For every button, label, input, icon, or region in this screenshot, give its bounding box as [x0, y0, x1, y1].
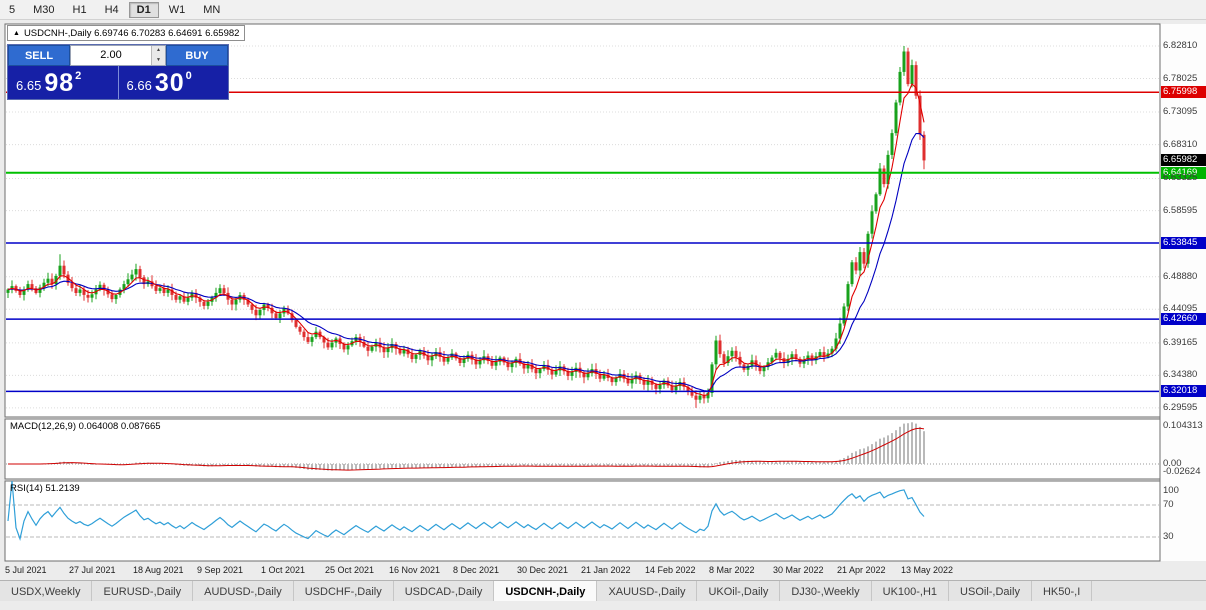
scale-label: 6.29595	[1163, 402, 1198, 413]
macd-pane-title: MACD(12,26,9) 0.064008 0.087665	[10, 421, 161, 432]
timeframe-button-h1[interactable]: H1	[65, 2, 95, 18]
buy-price-small: 6.66	[126, 78, 152, 93]
timeframe-button-h4[interactable]: H4	[97, 2, 127, 18]
scale-label: 100	[1163, 485, 1179, 496]
tab-ukoil-daily[interactable]: UKOil-,Daily	[697, 581, 781, 602]
spinner-down-icon[interactable]: ▼	[152, 55, 165, 65]
ma-fast-line	[7, 82, 925, 397]
scale-label: 6.34380	[1163, 369, 1198, 380]
spinner-up-icon[interactable]: ▲	[152, 46, 165, 56]
scale-label: 6.78025	[1163, 73, 1198, 84]
time-axis-label: 9 Sep 2021	[197, 565, 243, 575]
tab-audusd-daily[interactable]: AUDUSD-,Daily	[193, 581, 294, 602]
scale-label: -0.02624	[1163, 466, 1201, 477]
one-click-trading-panel: SELL 2.00 ▲ ▼ BUY 6.65 98 2 6.66 30 0	[7, 44, 229, 100]
scale-label: 30	[1163, 531, 1174, 542]
tab-dj30-weekly[interactable]: DJ30-,Weekly	[780, 581, 872, 602]
timeframe-button-m30[interactable]: M30	[25, 2, 62, 18]
sell-button[interactable]: SELL	[8, 45, 70, 66]
time-axis-label: 5 Jul 2021	[5, 565, 47, 575]
scale-label: 6.39165	[1163, 337, 1198, 348]
timeframe-button-w1[interactable]: W1	[161, 2, 194, 18]
scale-label: 6.63325	[1163, 172, 1198, 183]
volume-spinner[interactable]: ▲ ▼	[151, 46, 165, 65]
rsi-pane-title: RSI(14) 51.2139	[10, 483, 80, 494]
macd-signal-line	[8, 427, 925, 471]
buy-button[interactable]: BUY	[166, 45, 228, 66]
sell-price-display[interactable]: 6.65 98 2	[8, 66, 118, 99]
time-axis-label: 16 Nov 2021	[389, 565, 440, 575]
scale-label[interactable]: 6.53845	[1161, 237, 1206, 249]
time-axis-label: 14 Feb 2022	[645, 565, 696, 575]
tab-xauusd-daily[interactable]: XAUUSD-,Daily	[597, 581, 698, 602]
scale-label: 6.68310	[1163, 139, 1198, 150]
time-axis-label: 8 Dec 2021	[453, 565, 499, 575]
scale-column	[1160, 24, 1206, 561]
rsi-line	[7, 480, 925, 541]
timeframe-button-m5[interactable]: 5	[1, 2, 23, 18]
volume-field[interactable]: 2.00 ▲ ▼	[70, 45, 166, 66]
timeframe-button-mn[interactable]: MN	[195, 2, 228, 18]
time-axis-label: 18 Aug 2021	[133, 565, 184, 575]
tab-usoil-daily[interactable]: USOil-,Daily	[949, 581, 1032, 602]
time-axis-label: 13 May 2022	[901, 565, 953, 575]
macd-pane	[4, 418, 1161, 480]
time-axis-label: 25 Oct 2021	[325, 565, 374, 575]
time-axis-label: 21 Jan 2022	[581, 565, 631, 575]
tab-hk50[interactable]: HK50-,I	[1032, 581, 1093, 602]
time-axis-label: 30 Mar 2022	[773, 565, 824, 575]
status-bar	[0, 601, 1206, 610]
buy-price-display[interactable]: 6.66 30 0	[117, 66, 229, 99]
buy-price-sup: 0	[185, 70, 192, 82]
one-click-collapse-icon[interactable]: ▲	[13, 29, 20, 37]
scale-label[interactable]: 6.42660	[1161, 313, 1206, 325]
sell-price-big: 98	[44, 69, 75, 97]
scale-label[interactable]: 6.64169	[1161, 167, 1206, 179]
sell-price-small: 6.65	[16, 78, 42, 93]
tab-eurusd-daily[interactable]: EURUSD-,Daily	[92, 581, 194, 602]
scale-label: 0.104313	[1163, 420, 1203, 431]
scale-label: 6.44095	[1163, 303, 1198, 314]
volume-value[interactable]: 2.00	[100, 49, 122, 61]
time-axis-label: 1 Oct 2021	[261, 565, 305, 575]
scale-label: 6.73095	[1163, 106, 1198, 117]
scale-label[interactable]: 6.75998	[1161, 86, 1206, 98]
scale-label[interactable]: 6.32018	[1161, 385, 1206, 397]
time-axis-label: 8 Mar 2022	[709, 565, 755, 575]
scale-label: 70	[1163, 499, 1174, 510]
chart-tabs-bar: USDX,Weekly EURUSD-,Daily AUDUSD-,Daily …	[0, 580, 1206, 602]
scale-label: 6.82810	[1163, 40, 1198, 51]
tab-usdchf-daily[interactable]: USDCHF-,Daily	[294, 581, 394, 602]
timeframe-toolbar: 5 M30 H1 H4 D1 W1 MN	[0, 0, 1206, 20]
scale-label: 6.58595	[1163, 205, 1198, 216]
time-axis-label: 21 Apr 2022	[837, 565, 886, 575]
tab-usdx-weekly[interactable]: USDX,Weekly	[0, 581, 93, 602]
time-axis-label: 30 Dec 2021	[517, 565, 568, 575]
scale-label[interactable]: 6.65982	[1161, 154, 1206, 166]
sell-price-sup: 2	[75, 70, 82, 82]
buy-price-big: 30	[154, 69, 185, 97]
time-axis-label: 27 Jul 2021	[69, 565, 116, 575]
scale-label: 0.00	[1163, 458, 1182, 469]
chart-title-box: ▲ USDCNH-,Daily 6.69746 6.70283 6.64691 …	[7, 25, 246, 41]
chart-title: USDCNH-,Daily 6.69746 6.70283 6.64691 6.…	[23, 27, 240, 39]
tab-usdcnh-daily[interactable]: USDCNH-,Daily	[494, 581, 598, 602]
timeframe-button-d1[interactable]: D1	[128, 1, 159, 18]
tab-uk100-h1[interactable]: UK100-,H1	[872, 581, 950, 602]
rsi-pane	[4, 480, 1161, 562]
scale-label: 6.48880	[1163, 271, 1198, 282]
ma-slow-line	[7, 132, 925, 392]
tab-usdcad-daily[interactable]: USDCAD-,Daily	[394, 581, 495, 602]
